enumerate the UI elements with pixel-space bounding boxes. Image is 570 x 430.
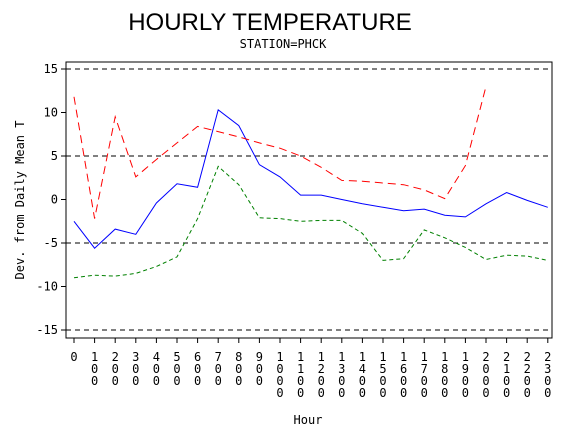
chart-subtitle: STATION=PHCK [240, 37, 327, 51]
y-tick-label: 5 [51, 149, 58, 163]
y-tick-label: -5 [44, 236, 58, 250]
series-line-1 [73, 109, 548, 249]
y-tick-label: 0 [51, 193, 58, 207]
chart-title: HOURLY TEMPERATURE [128, 9, 412, 36]
x-tick-label: 0 [70, 350, 77, 364]
series-line-3 [73, 165, 548, 279]
y-tick-label: 10 [44, 106, 58, 120]
plot-frame [65, 61, 553, 339]
y-tick-label: 15 [44, 62, 58, 76]
x-axis-label: Hour [294, 413, 323, 427]
plot-area: 15 10 5 0 -5 -10 -15 0 1 0 0 2 0 0 3 0 0 4 0 0 5 0 0 6 0 0 7 0 0 8 0 0 9… [36, 61, 553, 400]
y-axis-label: Dev. from Daily Mean T [13, 121, 27, 280]
series-line-2 [73, 86, 487, 219]
y-tick-label: -15 [36, 323, 58, 337]
y-tick-label: -10 [36, 280, 58, 294]
